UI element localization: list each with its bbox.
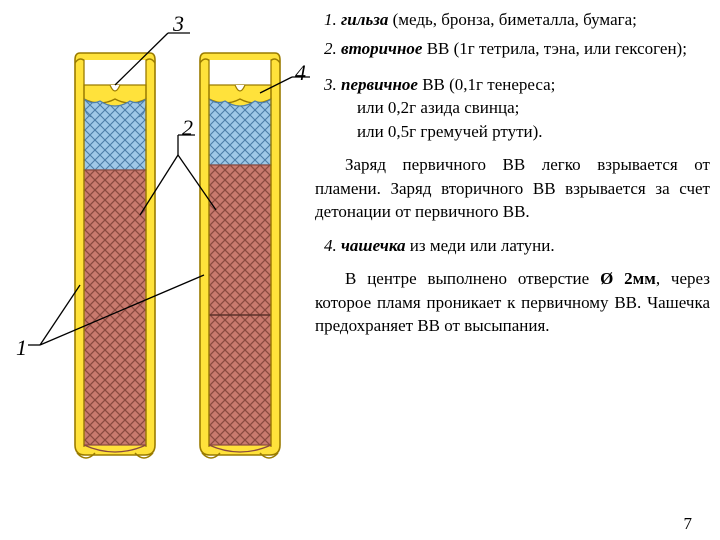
paragraph-1: Заряд первичного ВВ легко взрывается от …: [315, 153, 710, 223]
sub-3a: или 0,2г азида свинца;: [341, 96, 710, 119]
callout-4: 4: [295, 60, 306, 86]
term-1: гильза: [341, 10, 388, 29]
p2a: В центре выполнено отверстие: [345, 269, 600, 288]
diagram-svg: [20, 15, 310, 475]
def-item-4: чашечка из меди или латуни.: [341, 234, 710, 257]
callout-1: 1: [16, 335, 27, 361]
def-item-1: гильза (медь, бронза, биметалла, бумага;: [341, 8, 710, 31]
def-item-2: вторичное ВВ (1г тетрила, тэна, или гекс…: [341, 37, 710, 60]
detonator-diagram: 3 4 2 1: [20, 15, 310, 475]
sub-3b: или 0,5г гремучей ртути).: [341, 120, 710, 143]
rest-1: (медь, бронза, биметалла, бумага;: [388, 10, 637, 29]
term-3: первичное: [341, 75, 418, 94]
definition-list: гильза (медь, бронза, биметалла, бумага;…: [315, 8, 710, 61]
callout-3: 3: [173, 11, 184, 37]
paragraph-2: В центре выполнено отверстие Ø 2мм, чере…: [315, 267, 710, 337]
term-4: чашечка: [341, 236, 406, 255]
def-item-3: первичное ВВ (0,1г тенереса; или 0,2г аз…: [341, 73, 710, 143]
rest-3: ВВ (0,1г тенереса;: [418, 75, 555, 94]
callout-2: 2: [182, 115, 193, 141]
tube-left: [75, 53, 155, 458]
p2b: Ø 2мм: [600, 269, 656, 288]
term-2: вторичное: [341, 39, 422, 58]
page: 3 4 2 1 гильза (медь, бронза, биметалла,…: [0, 0, 720, 540]
text-column: гильза (медь, бронза, биметалла, бумага;…: [315, 8, 710, 347]
tube-right: [200, 53, 280, 458]
rest-2: ВВ (1г тетрила, тэна, или гексоген);: [422, 39, 686, 58]
page-number: 7: [684, 514, 693, 534]
rest-4: из меди или латуни.: [406, 236, 555, 255]
definition-list-3: первичное ВВ (0,1г тенереса; или 0,2г аз…: [315, 73, 710, 143]
definition-list-4: чашечка из меди или латуни.: [315, 234, 710, 257]
